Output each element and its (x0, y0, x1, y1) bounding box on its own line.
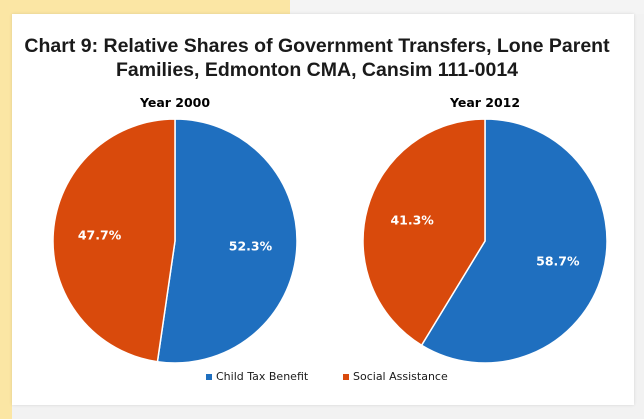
legend-label-child-tax-benefit: Child Tax Benefit (216, 370, 309, 383)
chart-title: Chart 9: Relative Shares of Government T… (14, 34, 620, 82)
legend-label-social-assistance: Social Assistance (353, 370, 448, 383)
page-background-left (0, 0, 12, 419)
chart-title-line-2: Families, Edmonton CMA, Cansim 111-0014 (115, 59, 519, 81)
page-background-right (634, 14, 644, 419)
slice-label-child-tax-benefit-2: 58.7% (536, 253, 580, 268)
pie-slice-social-assistance-1 (52, 118, 176, 363)
legend-swatch-social-assistance (343, 374, 349, 380)
legend-swatch-child-tax-benefit (206, 374, 212, 380)
page-background-bottom (12, 405, 634, 419)
pie-title-1: Year 2000 (139, 95, 210, 110)
page-background-top-right (290, 0, 644, 14)
pie-title-2: Year 2012 (449, 95, 520, 110)
pie-slice-child-tax-benefit-2 (420, 118, 608, 364)
pie-slice-child-tax-benefit-1 (156, 118, 298, 364)
chart-title-line-1: Chart 9: Relative Shares of Government T… (24, 35, 610, 57)
page-background-top (0, 0, 290, 14)
slice-label-social-assistance-2: 41.3% (390, 213, 434, 228)
slice-label-social-assistance-1: 47.7% (78, 228, 122, 243)
pie-slice-social-assistance-2 (362, 118, 486, 347)
slice-label-child-tax-benefit-1: 52.3% (229, 238, 273, 253)
